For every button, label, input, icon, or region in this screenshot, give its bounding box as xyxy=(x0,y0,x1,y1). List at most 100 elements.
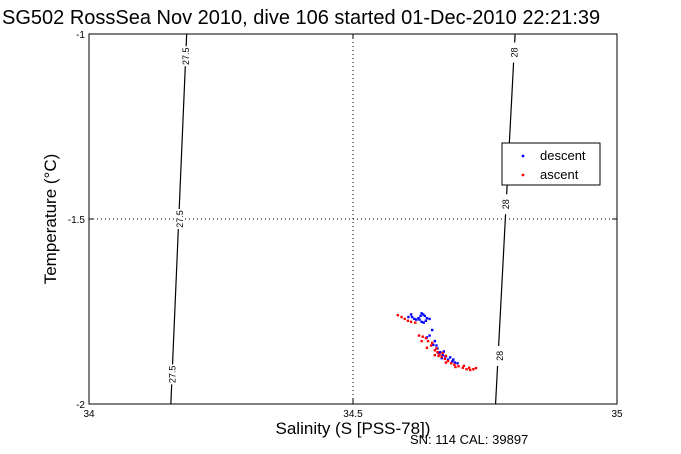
serial-calibration-footer: SN: 114 CAL: 39897 xyxy=(410,432,528,447)
data-point-descent xyxy=(418,318,421,321)
data-point-descent xyxy=(425,316,429,320)
data-point-ascent xyxy=(436,351,439,354)
data-point-descent xyxy=(420,320,423,324)
series-ascent xyxy=(396,314,478,372)
data-point-descent xyxy=(452,358,455,361)
chart-title: SG502 RossSea Nov 2010, dive 106 started… xyxy=(2,7,600,29)
data-points xyxy=(396,312,478,372)
data-point-descent xyxy=(440,356,443,360)
data-point-ascent xyxy=(425,346,429,349)
data-point-descent xyxy=(433,339,437,343)
legend-entry-descent: descent xyxy=(540,148,586,163)
data-point-descent xyxy=(422,321,425,324)
legend: descent ascent xyxy=(501,142,601,186)
density-contours: 27.5 27.5 27.5 28 28 28 xyxy=(167,33,520,405)
contour-label-gap xyxy=(181,46,192,67)
data-point-ascent xyxy=(465,368,468,371)
contour-label-gap xyxy=(174,209,185,229)
data-point-ascent xyxy=(396,314,400,317)
data-point-descent xyxy=(423,314,427,318)
data-point-descent xyxy=(407,315,410,319)
data-point-descent xyxy=(456,362,459,365)
y-tick-label: -2 xyxy=(76,400,85,411)
data-point-ascent xyxy=(454,365,457,369)
data-point-descent xyxy=(419,314,422,318)
y-axis-label: Temperature (°C) xyxy=(41,154,60,285)
data-point-ascent xyxy=(435,347,438,350)
data-point-ascent xyxy=(461,366,465,369)
data-point-ascent xyxy=(467,366,471,369)
data-point-descent xyxy=(438,351,442,354)
data-point-ascent xyxy=(406,319,410,322)
data-point-descent xyxy=(417,316,420,320)
data-point-descent xyxy=(422,313,425,316)
data-point-ascent xyxy=(469,368,472,372)
data-point-ascent xyxy=(444,354,448,358)
data-point-ascent xyxy=(457,365,460,368)
data-point-descent xyxy=(453,361,457,364)
data-point-descent xyxy=(415,318,418,321)
data-point-ascent xyxy=(444,361,448,364)
x-tick-label: 34 xyxy=(83,409,95,420)
contour-label-gap xyxy=(494,345,505,366)
data-point-ascent xyxy=(420,339,423,343)
data-point-ascent xyxy=(446,359,450,363)
data-point-ascent xyxy=(443,357,447,361)
data-point-ascent xyxy=(462,364,466,368)
data-point-descent xyxy=(451,360,454,363)
data-point-descent xyxy=(446,358,450,361)
y-tick-label: -1.5 xyxy=(68,215,86,226)
data-point-ascent xyxy=(424,336,428,340)
data-point-descent xyxy=(432,343,435,346)
data-point-ascent xyxy=(426,339,430,343)
data-point-ascent xyxy=(438,353,441,356)
data-point-descent xyxy=(424,319,428,322)
data-point-ascent xyxy=(440,355,443,358)
legend-entry-ascent: ascent xyxy=(540,167,579,182)
data-point-descent xyxy=(448,356,452,359)
contour-label: 28 xyxy=(501,199,511,209)
data-point-ascent xyxy=(400,315,403,319)
contour-label-gap xyxy=(509,42,520,63)
data-point-ascent xyxy=(433,349,437,352)
axis-ticks: 34 34.5 35 -1 -1.5 -2 xyxy=(68,30,623,420)
data-point-ascent xyxy=(421,335,424,338)
data-point-descent xyxy=(428,317,431,321)
data-point-ascent xyxy=(472,368,475,371)
data-point-descent xyxy=(428,334,431,337)
contour-label-gap xyxy=(501,194,512,215)
contour-label: 28 xyxy=(510,47,520,57)
data-point-ascent xyxy=(453,363,456,366)
contour-label: 27.5 xyxy=(175,210,185,228)
x-tick-label: 35 xyxy=(611,409,623,420)
data-point-ascent xyxy=(474,366,478,370)
legend-box xyxy=(501,142,601,186)
x-axis-label: Salinity (S [PSS-78]) xyxy=(276,419,431,438)
legend-marker-ascent xyxy=(521,173,525,177)
data-point-ascent xyxy=(431,341,434,345)
data-point-descent xyxy=(409,313,413,316)
data-point-descent xyxy=(413,317,416,321)
data-point-descent xyxy=(431,328,434,332)
data-point-ascent xyxy=(417,334,421,337)
data-point-ascent xyxy=(414,321,417,324)
contour-label: 27.5 xyxy=(167,366,177,384)
data-point-descent xyxy=(435,344,438,347)
data-point-ascent xyxy=(437,354,440,358)
data-point-ascent xyxy=(441,351,444,355)
legend-marker-descent xyxy=(521,154,525,158)
data-point-descent xyxy=(442,350,446,353)
x-tick-label: 34.5 xyxy=(343,409,363,420)
data-point-descent xyxy=(410,315,414,319)
data-point-ascent xyxy=(409,320,413,324)
data-point-ascent xyxy=(429,344,433,347)
y-tick-label: -1 xyxy=(76,30,85,41)
data-point-descent xyxy=(420,312,423,315)
data-point-ascent xyxy=(403,317,406,321)
data-point-ascent xyxy=(433,353,437,357)
contour-label-gap xyxy=(167,364,178,385)
contour-line xyxy=(494,33,516,405)
data-point-descent xyxy=(441,353,444,357)
contour-label: 28 xyxy=(495,351,505,361)
